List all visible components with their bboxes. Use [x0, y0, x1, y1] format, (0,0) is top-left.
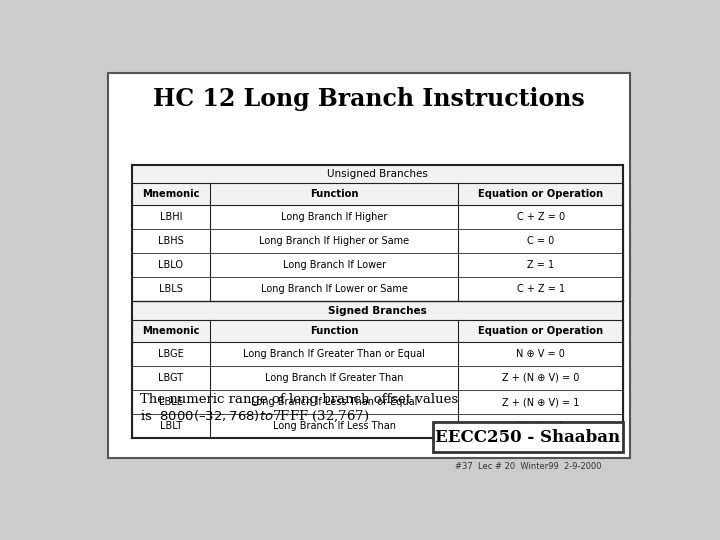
Text: Equation or Operation: Equation or Operation: [478, 326, 603, 336]
Text: C + Z = 1: C + Z = 1: [516, 285, 564, 294]
Text: #37  Lec # 20  Winter99  2-9-2000: #37 Lec # 20 Winter99 2-9-2000: [455, 462, 601, 470]
FancyBboxPatch shape: [132, 390, 623, 414]
Text: Function: Function: [310, 326, 359, 336]
Text: Mnemonic: Mnemonic: [142, 326, 199, 336]
FancyBboxPatch shape: [132, 183, 623, 205]
FancyBboxPatch shape: [433, 422, 623, 453]
FancyBboxPatch shape: [132, 320, 623, 342]
Text: Z = 1: Z = 1: [527, 260, 554, 270]
FancyBboxPatch shape: [132, 205, 623, 229]
Text: Long Branch If Lower: Long Branch If Lower: [282, 260, 386, 270]
Text: LBLE: LBLE: [159, 397, 183, 407]
FancyBboxPatch shape: [132, 229, 623, 253]
Text: Long Branch If Greater Than: Long Branch If Greater Than: [265, 373, 403, 383]
FancyBboxPatch shape: [109, 73, 629, 458]
Text: Long Branch If Higher or Same: Long Branch If Higher or Same: [259, 236, 409, 246]
Text: Long Branch If Greater Than or Equal: Long Branch If Greater Than or Equal: [243, 349, 425, 359]
Text: Long Branch If Higher: Long Branch If Higher: [281, 212, 387, 222]
Text: LBGT: LBGT: [158, 373, 184, 383]
FancyBboxPatch shape: [132, 253, 623, 277]
FancyBboxPatch shape: [132, 342, 623, 366]
FancyBboxPatch shape: [132, 277, 623, 301]
Text: LBLS: LBLS: [159, 285, 183, 294]
Text: LBGE: LBGE: [158, 349, 184, 359]
Text: is  $8000 (–32,768) to $7FFF (32,767): is $8000 (–32,768) to $7FFF (32,767): [140, 408, 369, 424]
FancyBboxPatch shape: [132, 165, 623, 183]
Text: Equation or Operation: Equation or Operation: [478, 189, 603, 199]
Text: N ⊕ V = 1: N ⊕ V = 1: [516, 421, 565, 431]
Text: Z + (N ⊕ V) = 0: Z + (N ⊕ V) = 0: [502, 373, 580, 383]
Text: EECC250 - Shaaban: EECC250 - Shaaban: [436, 429, 621, 446]
Text: Z + (N ⊕ V) = 1: Z + (N ⊕ V) = 1: [502, 397, 580, 407]
Text: Function: Function: [310, 189, 359, 199]
Text: N ⊕ V = 0: N ⊕ V = 0: [516, 349, 565, 359]
Text: C + Z = 0: C + Z = 0: [516, 212, 564, 222]
FancyBboxPatch shape: [132, 301, 623, 320]
Text: Long Branch If Less Than or Equal: Long Branch If Less Than or Equal: [251, 397, 418, 407]
Text: LBHI: LBHI: [160, 212, 182, 222]
FancyBboxPatch shape: [132, 414, 623, 438]
Text: Long Branch If Less Than: Long Branch If Less Than: [273, 421, 395, 431]
Text: The numeric range of long branch offset values: The numeric range of long branch offset …: [140, 393, 459, 406]
Text: HC 12 Long Branch Instructions: HC 12 Long Branch Instructions: [153, 87, 585, 111]
Text: Mnemonic: Mnemonic: [142, 189, 199, 199]
FancyBboxPatch shape: [132, 366, 623, 390]
Text: Signed Branches: Signed Branches: [328, 306, 427, 316]
Text: C = 0: C = 0: [527, 236, 554, 246]
Text: Unsigned Branches: Unsigned Branches: [327, 169, 428, 179]
Text: LBLT: LBLT: [160, 421, 182, 431]
Text: LBHS: LBHS: [158, 236, 184, 246]
Text: LBLO: LBLO: [158, 260, 184, 270]
Text: Long Branch If Lower or Same: Long Branch If Lower or Same: [261, 285, 408, 294]
